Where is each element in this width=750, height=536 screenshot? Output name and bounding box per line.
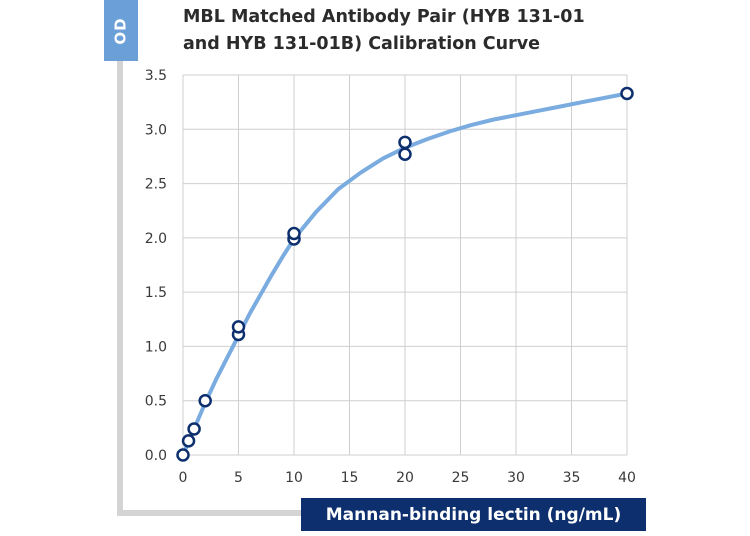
x-tick-label: 25 [452,470,470,486]
data-points [176,86,634,462]
data-point [287,226,301,241]
x-tick-labels: 0 5 10 15 20 25 30 35 40 [179,470,636,486]
x-tick-label: 40 [618,470,636,486]
y-tick-label: 0.0 [145,448,167,464]
axis-frame-vertical [117,60,123,516]
data-point [620,86,634,101]
x-tick-label: 35 [563,470,581,486]
x-axis-label-box: Mannan-binding lectin (ng/mL) [301,498,646,531]
data-point [398,147,412,162]
data-point [198,393,212,408]
data-point [187,422,201,436]
axis-frame-horizontal [117,510,307,516]
grid [182,74,628,456]
y-axis-label-tab: OD [104,0,138,61]
data-point [181,434,196,448]
x-tick-label: 15 [341,470,359,486]
y-tick-label: 1.5 [145,285,167,301]
x-tick-label: 5 [234,470,243,486]
y-tick-label: 3.5 [145,68,167,84]
fit-curve [181,91,629,457]
chart-title-line-1: MBL Matched Antibody Pair (HYB 131-01 [183,7,585,27]
x-tick-label: 10 [285,470,303,486]
chart-title: MBL Matched Antibody Pair (HYB 131-01 an… [183,4,643,58]
data-point [398,135,412,150]
y-tick-labels: 0.0 0.5 1.0 1.5 2.0 2.5 3.0 3.5 [145,68,167,464]
y-tick-label: 0.5 [145,394,167,410]
y-tick-label: 2.5 [145,177,167,193]
x-axis-label: Mannan-binding lectin (ng/mL) [325,504,622,525]
x-tick-label: 0 [179,470,188,486]
y-tick-label: 3.0 [145,122,167,138]
x-tick-label: 20 [396,470,414,486]
x-tick-label: 30 [507,470,525,486]
data-point [231,320,246,334]
chart-title-line-2: and HYB 131-01B) Calibration Curve [183,34,540,54]
y-tick-label: 2.0 [145,231,167,247]
y-tick-label: 1.0 [145,339,167,355]
data-point [176,448,190,462]
